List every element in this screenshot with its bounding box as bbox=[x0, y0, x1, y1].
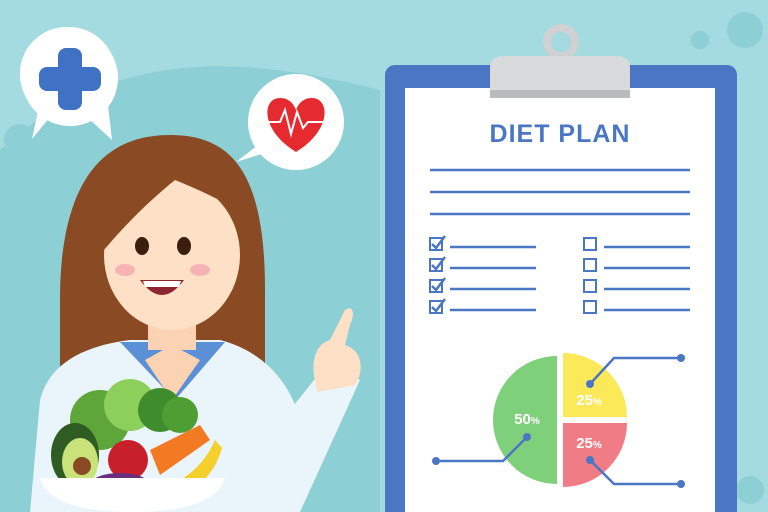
checkbox-icon bbox=[429, 237, 443, 251]
pie-chart: 50%25%25% bbox=[432, 353, 685, 488]
bowl bbox=[40, 478, 225, 512]
checkmark-icon bbox=[431, 298, 446, 313]
background-dot bbox=[4, 124, 36, 156]
checkmark-icon bbox=[431, 256, 446, 271]
clip-ring bbox=[543, 24, 579, 60]
leader-dot bbox=[586, 456, 594, 464]
leader-dot bbox=[432, 457, 440, 465]
arm bbox=[250, 360, 360, 512]
pie-label-1: 25% bbox=[576, 392, 602, 409]
leader-dot bbox=[586, 380, 594, 388]
checked-checkbox-item bbox=[429, 277, 536, 293]
pie-slice-0 bbox=[493, 356, 557, 484]
pie-label-2: 25% bbox=[576, 435, 602, 452]
plus-icon bbox=[39, 48, 101, 110]
checked-checkbox-item bbox=[429, 235, 536, 251]
clipboard: DIET PLAN bbox=[385, 24, 737, 512]
leader-dot bbox=[677, 354, 685, 362]
pie-label-value: 25 bbox=[576, 435, 593, 452]
leader-dot bbox=[523, 433, 531, 441]
speech-bubble-heart bbox=[236, 74, 344, 170]
clip bbox=[490, 56, 630, 98]
unchecked-checkbox-item bbox=[583, 237, 690, 251]
background-dot bbox=[727, 12, 763, 48]
face bbox=[104, 180, 240, 330]
checkbox-icon bbox=[583, 258, 597, 272]
pie-label-0: 50% bbox=[514, 411, 540, 428]
text-lines bbox=[430, 168, 690, 216]
heart-pulse-icon bbox=[267, 98, 325, 152]
pie-label-unit: % bbox=[531, 416, 540, 427]
pointing-hand bbox=[313, 308, 361, 392]
checklist bbox=[429, 235, 690, 314]
unchecked-checkbox-item bbox=[583, 300, 690, 314]
pie-slice-2 bbox=[563, 423, 627, 487]
checkmark-icon bbox=[431, 277, 446, 292]
checkbox-icon bbox=[583, 279, 597, 293]
checkbox-icon bbox=[429, 279, 443, 293]
checked-checkbox-item bbox=[429, 256, 536, 272]
checked-checkbox-item bbox=[429, 298, 536, 314]
pie-slice-1 bbox=[563, 353, 627, 417]
unchecked-checkbox-item bbox=[583, 258, 690, 272]
leader-line-1 bbox=[589, 356, 681, 385]
background-dot bbox=[736, 476, 764, 504]
pie-label-unit: % bbox=[593, 440, 602, 451]
leader-line-2 bbox=[589, 459, 681, 486]
pie-label-unit: % bbox=[593, 397, 602, 408]
checkbox-icon bbox=[429, 300, 443, 314]
background-dot bbox=[691, 31, 709, 49]
unchecked-checkbox-item bbox=[583, 279, 690, 293]
checkmark-icon bbox=[431, 235, 446, 250]
leader-line-0 bbox=[436, 436, 528, 463]
speech-bubble-plus bbox=[19, 26, 118, 140]
tomato bbox=[108, 440, 148, 480]
vegetable-bowl bbox=[40, 379, 225, 512]
leader-dot bbox=[677, 480, 685, 488]
pie-label-value: 25 bbox=[576, 392, 593, 409]
carrot bbox=[150, 425, 210, 475]
checkbox-icon bbox=[583, 300, 597, 314]
checkbox-icon bbox=[583, 237, 597, 251]
pie-label-value: 50 bbox=[514, 411, 531, 428]
diet-plan-title: DIET PLAN bbox=[490, 120, 631, 148]
checkbox-icon bbox=[429, 258, 443, 272]
